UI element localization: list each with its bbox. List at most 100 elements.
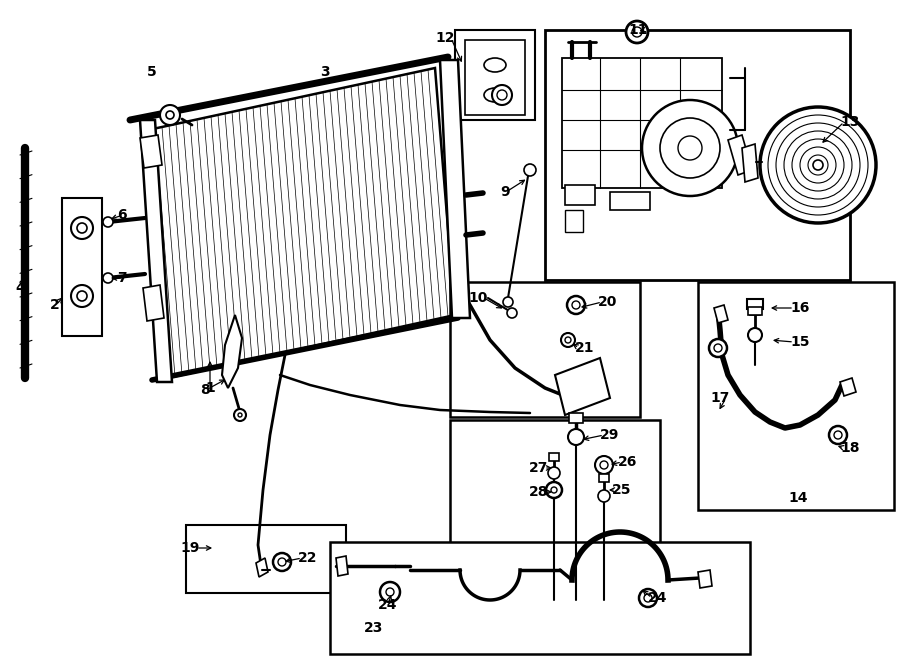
Bar — [186, 525, 346, 593]
Text: 1: 1 — [205, 381, 215, 395]
Text: 16: 16 — [790, 301, 809, 315]
Circle shape — [503, 297, 513, 307]
Circle shape — [595, 456, 613, 474]
Circle shape — [548, 467, 560, 479]
Text: 14: 14 — [788, 491, 807, 505]
Bar — [610, 192, 650, 210]
Circle shape — [776, 123, 860, 207]
Text: 27: 27 — [528, 461, 548, 475]
Circle shape — [386, 588, 394, 596]
Circle shape — [792, 139, 844, 191]
Polygon shape — [140, 135, 162, 168]
Polygon shape — [148, 68, 455, 378]
Circle shape — [600, 461, 608, 469]
Circle shape — [507, 308, 517, 318]
Circle shape — [565, 337, 571, 343]
Polygon shape — [465, 40, 525, 115]
Text: 29: 29 — [600, 428, 619, 442]
Text: 24: 24 — [648, 591, 668, 605]
Circle shape — [71, 217, 93, 239]
Text: 25: 25 — [612, 483, 632, 497]
Ellipse shape — [484, 88, 506, 102]
Text: 12: 12 — [436, 31, 455, 45]
Text: 20: 20 — [598, 295, 617, 309]
Text: 18: 18 — [840, 441, 860, 455]
Circle shape — [660, 118, 720, 178]
Bar — [62, 198, 102, 336]
Circle shape — [380, 582, 400, 602]
Circle shape — [642, 100, 738, 196]
Bar — [455, 30, 535, 120]
Bar — [599, 474, 609, 482]
Text: 28: 28 — [528, 485, 548, 499]
Circle shape — [568, 429, 584, 445]
Circle shape — [572, 301, 580, 309]
Circle shape — [567, 296, 585, 314]
Text: 23: 23 — [364, 621, 383, 635]
Circle shape — [760, 107, 876, 223]
Bar — [562, 58, 722, 188]
Text: 13: 13 — [840, 115, 860, 129]
Circle shape — [497, 90, 507, 100]
Polygon shape — [336, 556, 348, 576]
Polygon shape — [742, 144, 758, 182]
Polygon shape — [440, 60, 470, 318]
Text: 15: 15 — [790, 335, 809, 349]
Text: 7: 7 — [117, 271, 127, 285]
Circle shape — [103, 217, 113, 227]
Circle shape — [829, 426, 847, 444]
Circle shape — [546, 482, 562, 498]
Bar — [569, 413, 583, 423]
Circle shape — [834, 431, 842, 439]
Circle shape — [278, 558, 286, 566]
Text: 26: 26 — [618, 455, 637, 469]
Polygon shape — [714, 305, 728, 323]
Bar — [450, 420, 660, 585]
Circle shape — [800, 147, 836, 183]
Text: 2: 2 — [50, 298, 60, 312]
Circle shape — [813, 160, 823, 170]
Polygon shape — [256, 558, 268, 577]
Circle shape — [678, 136, 702, 160]
Bar — [748, 307, 762, 315]
Circle shape — [166, 111, 174, 119]
Polygon shape — [728, 135, 752, 175]
Circle shape — [808, 155, 828, 175]
Bar — [330, 542, 750, 654]
Polygon shape — [222, 315, 242, 388]
Bar — [545, 30, 850, 280]
Polygon shape — [698, 570, 712, 588]
Circle shape — [748, 328, 762, 342]
Text: 11: 11 — [628, 23, 648, 37]
Circle shape — [714, 344, 722, 352]
Circle shape — [639, 589, 657, 607]
Bar — [549, 453, 559, 461]
Circle shape — [160, 105, 180, 125]
Bar — [565, 210, 583, 232]
Bar — [747, 299, 763, 309]
Text: 4: 4 — [15, 281, 25, 295]
Circle shape — [103, 273, 113, 283]
Circle shape — [561, 333, 575, 347]
Circle shape — [273, 553, 291, 571]
Circle shape — [524, 164, 536, 176]
Text: 22: 22 — [298, 551, 318, 565]
Text: 5: 5 — [147, 65, 157, 79]
Circle shape — [644, 594, 652, 602]
Text: 19: 19 — [181, 541, 200, 555]
Circle shape — [709, 339, 727, 357]
Text: 9: 9 — [500, 185, 510, 199]
Text: 3: 3 — [320, 65, 329, 79]
Text: 8: 8 — [200, 383, 210, 397]
Polygon shape — [840, 378, 856, 396]
Circle shape — [626, 21, 648, 43]
Polygon shape — [143, 285, 164, 321]
Circle shape — [71, 285, 93, 307]
Bar — [565, 185, 595, 205]
Polygon shape — [140, 120, 172, 382]
Circle shape — [238, 413, 242, 417]
Circle shape — [77, 223, 87, 233]
Bar — [698, 282, 894, 510]
Text: 6: 6 — [117, 208, 127, 222]
Text: 10: 10 — [469, 291, 488, 305]
